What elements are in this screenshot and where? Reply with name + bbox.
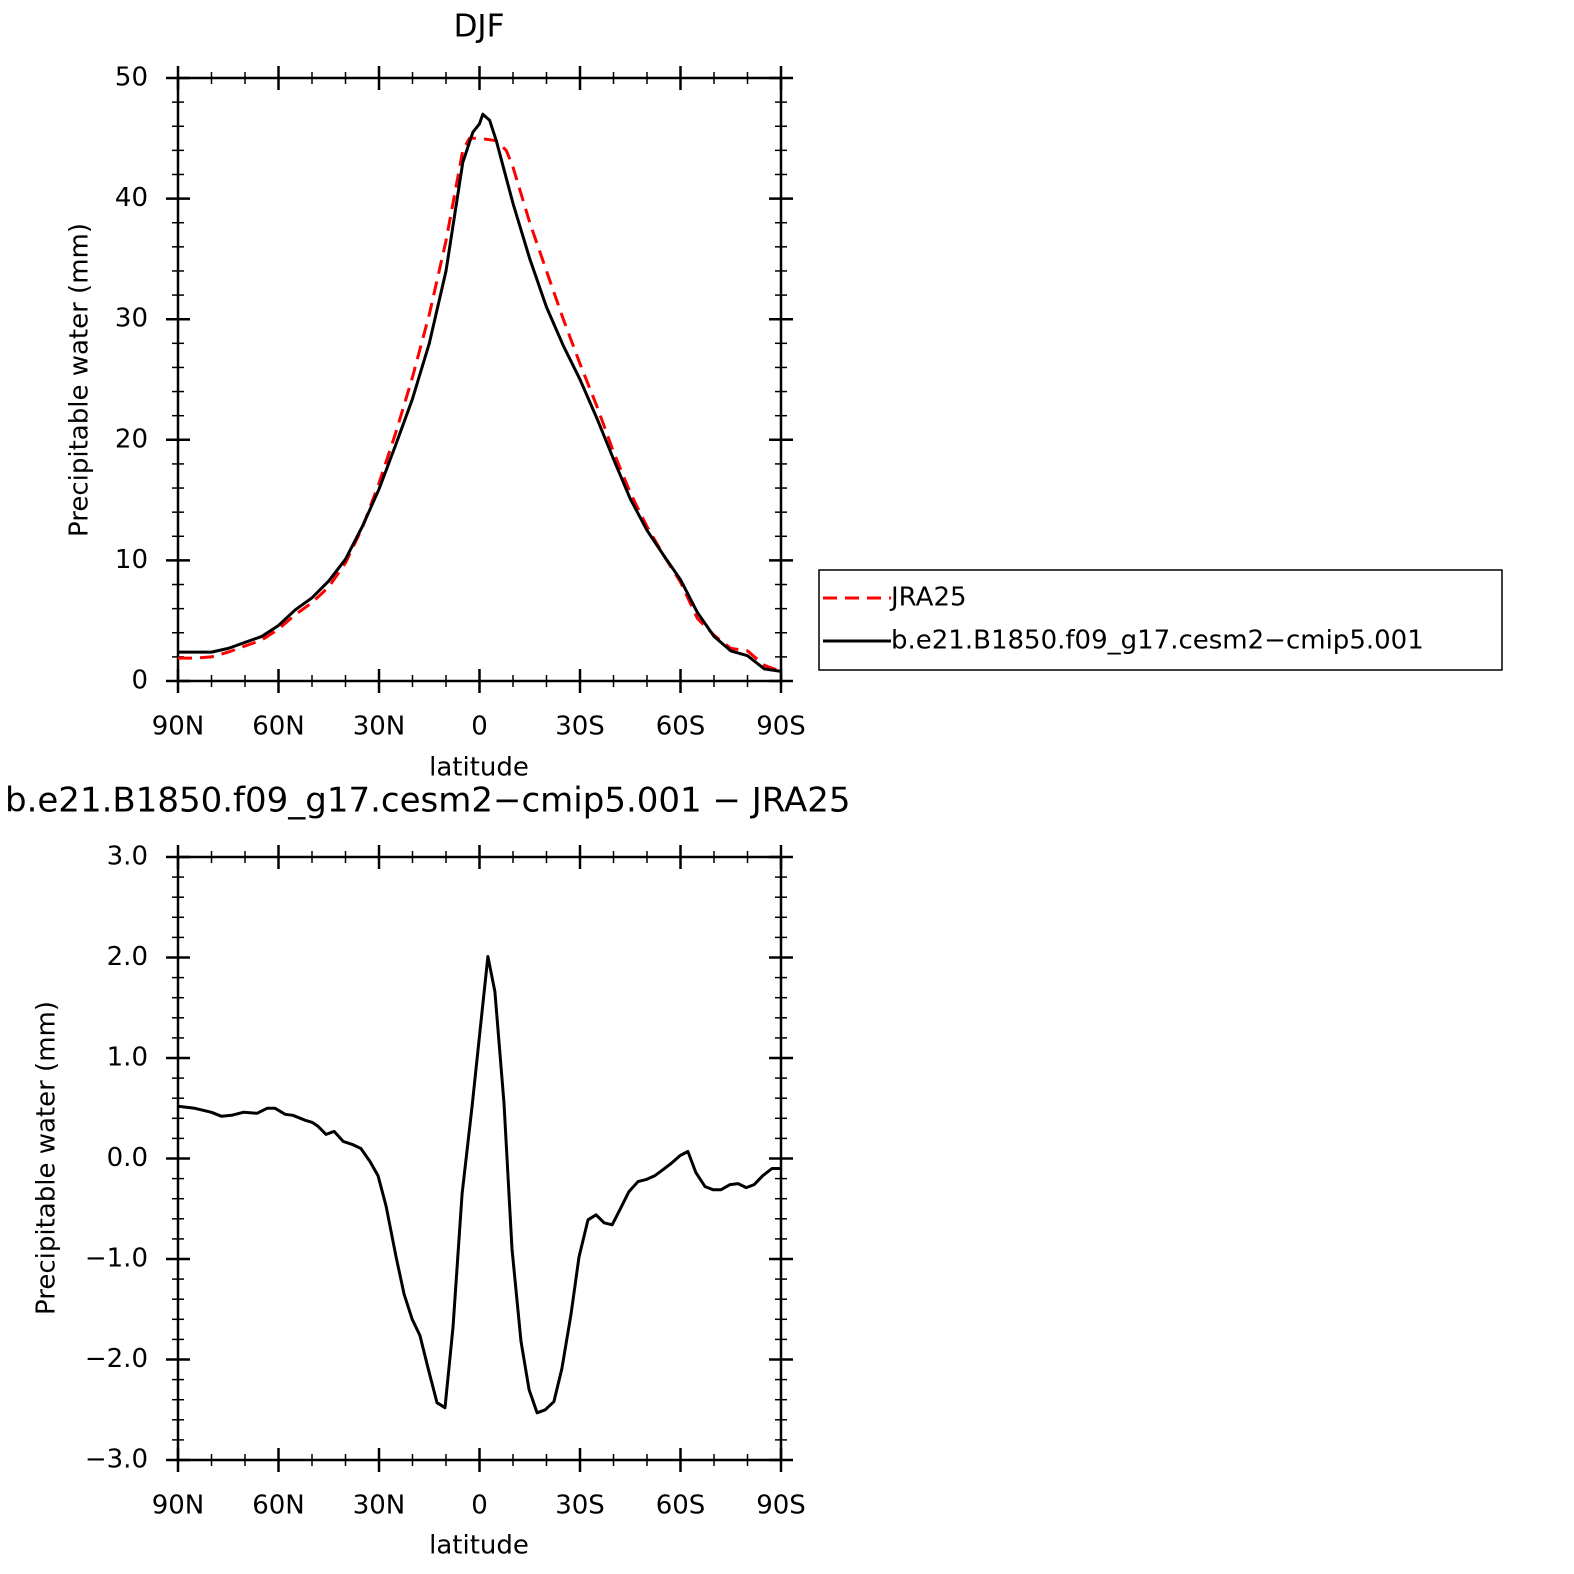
y-tick-label: 40: [115, 183, 148, 213]
x-axis-label: latitude: [429, 753, 529, 783]
y-tick-label: 3.0: [107, 842, 148, 872]
data-line: [178, 136, 782, 673]
y-tick-label: 30: [115, 304, 148, 334]
x-tick-label: 30N: [353, 1491, 406, 1521]
data-line: [178, 112, 782, 673]
x-tick-label: 0: [471, 1491, 488, 1521]
y-tick-label: 0: [131, 666, 148, 696]
x-tick-label: 90S: [756, 712, 806, 742]
x-tick-label: 30S: [555, 1491, 605, 1521]
y-tick-label: 20: [115, 424, 148, 454]
y-axis-label: Precipitable water (mm): [65, 223, 95, 537]
y-tick-label: 1.0: [107, 1043, 148, 1073]
y-tick-label: 10: [115, 545, 148, 575]
x-tick-label: 60S: [656, 712, 706, 742]
x-tick-label: 90S: [756, 1491, 806, 1521]
x-tick-label: 60S: [656, 1491, 706, 1521]
x-tick-label: 60N: [252, 1491, 305, 1521]
x-axis-label: latitude: [429, 1531, 529, 1561]
y-tick-label: −3.0: [85, 1445, 148, 1475]
y-axis-label: Precipitable water (mm): [32, 1001, 62, 1315]
legend-label: JRA25: [889, 583, 967, 613]
y-tick-label: −1.0: [85, 1244, 148, 1274]
chart-title: b.e21.B1850.f09_g17.cesm2−cmip5.001 − JR…: [5, 781, 851, 821]
x-tick-label: 60N: [252, 712, 305, 742]
y-tick-label: −2.0: [85, 1344, 148, 1374]
x-tick-label: 90N: [152, 1491, 205, 1521]
chart-title: DJF: [454, 9, 505, 45]
data-line: [177, 955, 781, 1415]
plot-frame: [176, 76, 783, 683]
y-tick-label: 2.0: [107, 942, 148, 972]
x-tick-label: 90N: [152, 712, 205, 742]
x-tick-label: 0: [471, 712, 488, 742]
x-tick-label: 30N: [353, 712, 406, 742]
x-tick-label: 30S: [555, 712, 605, 742]
legend-label: b.e21.B1850.f09_g17.cesm2−cmip5.001: [891, 626, 1424, 656]
y-tick-label: 0.0: [107, 1143, 148, 1173]
y-tick-label: 50: [115, 63, 148, 93]
legend-box: [818, 569, 1503, 671]
